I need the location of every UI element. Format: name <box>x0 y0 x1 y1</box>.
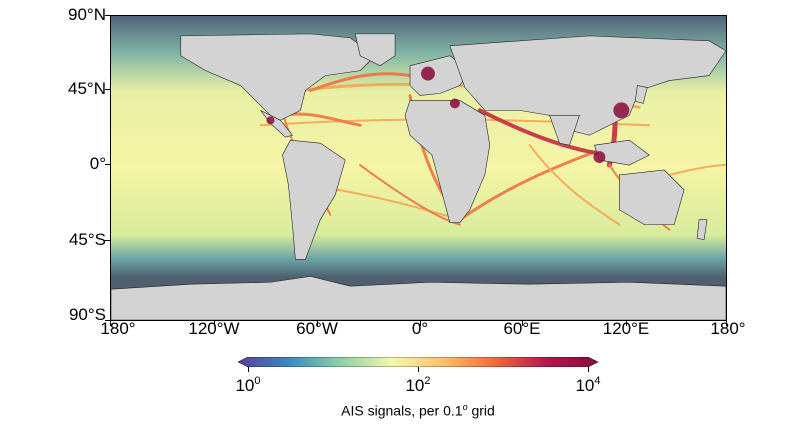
hotspot-east-china <box>613 102 630 119</box>
india <box>549 115 580 146</box>
x-tick <box>726 321 727 326</box>
lon-label-180e: 180° <box>710 319 746 338</box>
colorbar <box>238 357 598 367</box>
hotspot-singapore <box>593 151 606 164</box>
lon-label-120w: 120°W <box>188 319 240 338</box>
south-america <box>282 139 346 260</box>
lat-label-45n: 45°N <box>68 79 106 98</box>
colorbar-tick <box>418 367 419 372</box>
land <box>111 33 726 320</box>
lon-label-0: 0° <box>411 319 429 338</box>
hotspot-gulf-mexico <box>266 116 275 125</box>
y-tick <box>105 15 110 16</box>
lat-label-90s: 90°S <box>68 305 106 324</box>
colorbar-tick <box>248 367 249 372</box>
x-tick <box>317 321 318 326</box>
x-tick <box>420 321 421 326</box>
x-tick <box>214 321 215 326</box>
lon-label-120e: 120°E <box>602 319 650 338</box>
colorbar-label-max: 104 <box>575 375 601 395</box>
asia <box>449 35 726 136</box>
greenland <box>354 33 396 67</box>
x-tick <box>522 321 523 326</box>
colorbar-body <box>238 357 598 367</box>
x-tick <box>110 321 111 326</box>
lon-label-60e: 60°E <box>503 319 541 338</box>
colorbar-title: AIS signals, per 0.1o grid <box>341 402 495 419</box>
japan <box>634 85 648 104</box>
colorbar-tick <box>588 367 589 372</box>
hotspots <box>266 66 630 164</box>
lane-indian-ocean <box>528 144 621 226</box>
colorbar-label-mid: 102 <box>405 375 431 395</box>
lon-label-60w: 60°W <box>296 319 338 338</box>
hotspot-mediterranean <box>449 98 460 109</box>
x-tick <box>626 321 627 326</box>
europe <box>409 55 471 96</box>
antarctica <box>111 275 726 320</box>
africa <box>404 100 491 223</box>
new-zealand <box>696 219 708 240</box>
lat-label-45s: 45°S <box>68 230 106 249</box>
lat-label-90n: 90°N <box>68 5 106 24</box>
colorbar-label-min: 100 <box>235 375 261 395</box>
lat-label-0: 0° <box>89 154 106 173</box>
y-tick <box>105 320 110 321</box>
y-tick <box>105 164 110 165</box>
lane-cape-to-asia <box>458 148 601 222</box>
australia <box>619 169 685 225</box>
lon-label-180w: 180° <box>100 319 136 338</box>
map-canvas <box>111 16 726 320</box>
hotspot-north-sea <box>420 66 435 81</box>
world-map <box>110 15 727 321</box>
lane-pacific-south <box>668 164 726 176</box>
y-tick <box>105 240 110 241</box>
y-tick <box>105 89 110 90</box>
lane-north-atlantic <box>308 72 412 92</box>
